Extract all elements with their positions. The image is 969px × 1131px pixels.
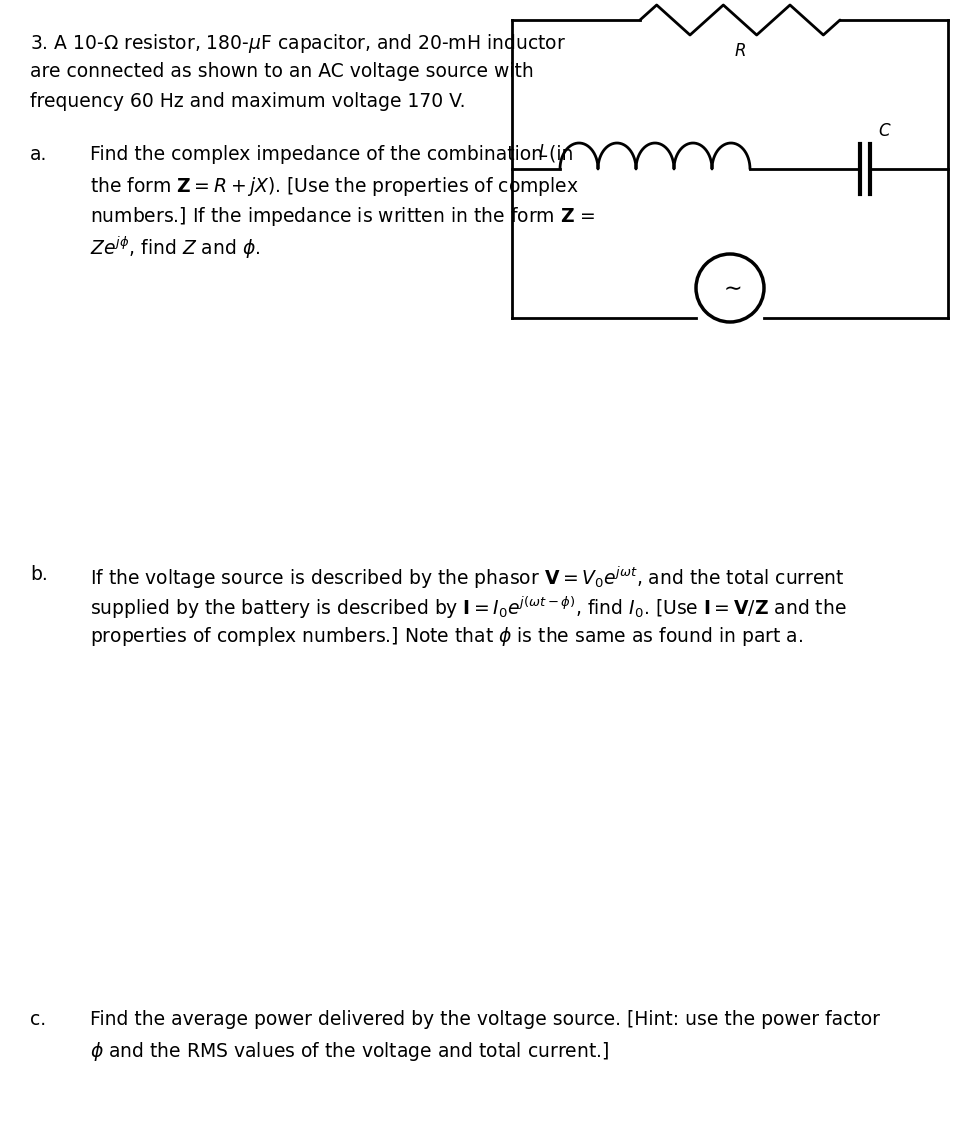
Text: $\sim$: $\sim$ — [718, 278, 740, 297]
Text: the form $\mathbf{Z} = R + jX$). [Use the properties of complex: the form $\mathbf{Z} = R + jX$). [Use th… — [90, 175, 578, 198]
Text: a.: a. — [30, 145, 47, 164]
Text: b.: b. — [30, 566, 47, 584]
Text: Find the average power delivered by the voltage source. [Hint: use the power fac: Find the average power delivered by the … — [90, 1010, 879, 1029]
Text: $Ze^{j\phi}$, find $Z$ and $\phi$.: $Ze^{j\phi}$, find $Z$ and $\phi$. — [90, 235, 260, 261]
Text: C: C — [877, 122, 889, 140]
Text: R: R — [734, 42, 745, 60]
Text: 3. A 10-$\Omega$ resistor, 180-$\mu$F capacitor, and 20-mH inductor: 3. A 10-$\Omega$ resistor, 180-$\mu$F ca… — [30, 32, 565, 55]
Text: frequency 60 Hz and maximum voltage 170 V.: frequency 60 Hz and maximum voltage 170 … — [30, 92, 465, 111]
Text: are connected as shown to an AC voltage source with: are connected as shown to an AC voltage … — [30, 62, 533, 81]
Text: properties of complex numbers.] Note that $\phi$ is the same as found in part a.: properties of complex numbers.] Note tha… — [90, 625, 802, 648]
Text: supplied by the battery is described by $\mathbf{I} = I_\mathrm{0}e^{j(\omega t-: supplied by the battery is described by … — [90, 595, 846, 621]
Text: Find the complex impedance of the combination (in: Find the complex impedance of the combin… — [90, 145, 573, 164]
Text: numbers.] If the impedance is written in the form $\mathbf{Z}$ =: numbers.] If the impedance is written in… — [90, 205, 595, 228]
Text: c.: c. — [30, 1010, 47, 1029]
Text: $\phi$ and the RMS values of the voltage and total current.]: $\phi$ and the RMS values of the voltage… — [90, 1041, 609, 1063]
Text: L: L — [538, 143, 547, 161]
Text: If the voltage source is described by the phasor $\mathbf{V} = V_\mathrm{0}e^{j\: If the voltage source is described by th… — [90, 566, 844, 592]
